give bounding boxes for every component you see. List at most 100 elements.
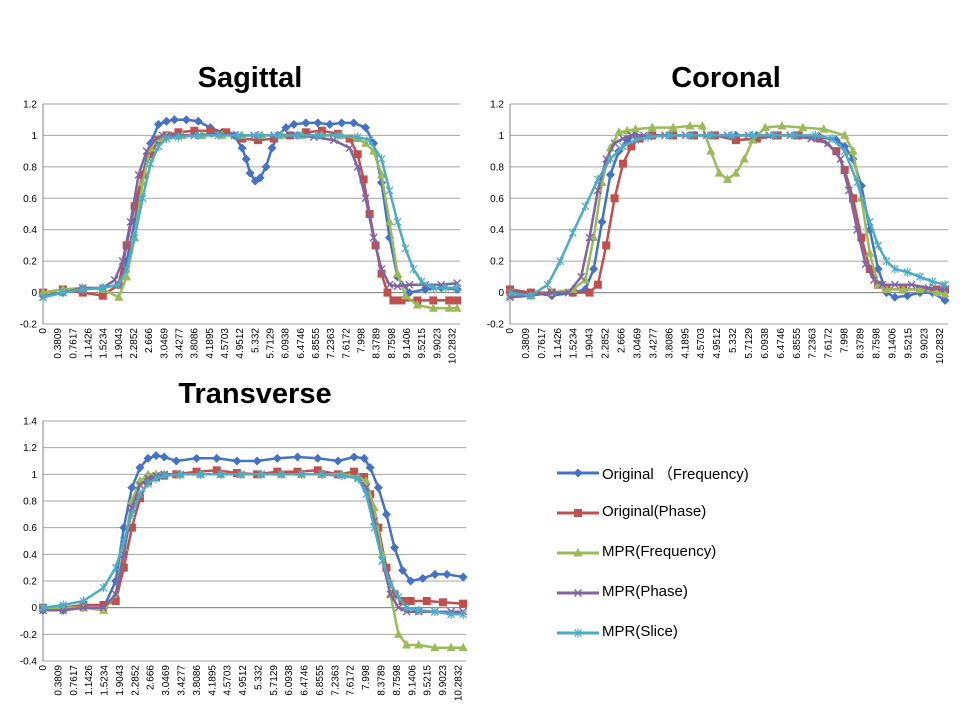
y-tick-label: 1.2 <box>23 443 37 454</box>
data-point <box>293 467 302 476</box>
data-point <box>585 233 594 242</box>
data-point <box>610 139 619 148</box>
data-point <box>389 296 398 305</box>
data-point <box>267 143 277 153</box>
data-point <box>190 126 199 135</box>
data-point <box>394 603 403 612</box>
data-point <box>353 162 362 171</box>
data-point <box>394 629 404 638</box>
data-point <box>146 159 155 169</box>
data-point <box>685 121 695 130</box>
y-tick-label: 1 <box>31 470 37 481</box>
data-point <box>99 605 109 614</box>
data-point <box>402 603 411 613</box>
data-point <box>212 453 222 463</box>
data-point <box>289 119 299 129</box>
x-tick-label: 1.5234 <box>569 328 580 359</box>
data-point <box>338 471 346 481</box>
data-point <box>865 248 875 257</box>
data-point <box>255 173 265 183</box>
x-tick-label: 9.9023 <box>432 328 443 359</box>
data-point <box>441 283 450 293</box>
data-point <box>297 469 306 479</box>
y-tick-label: 0.8 <box>23 162 37 173</box>
data-point <box>593 280 602 289</box>
data-point <box>152 473 161 483</box>
data-point <box>359 175 368 184</box>
data-point <box>272 453 282 463</box>
x-tick-label: 4.1895 <box>680 328 691 359</box>
data-point <box>907 280 916 289</box>
y-tick-label: 0.4 <box>23 550 37 561</box>
x-tick-label: 8.7598 <box>871 328 882 359</box>
x-tick-label: 1.1426 <box>84 328 95 359</box>
data-point <box>386 579 395 589</box>
data-point <box>393 282 402 291</box>
data-point <box>171 456 181 466</box>
x-tick-label: 0.7617 <box>68 328 79 359</box>
y-tick-label: 0.6 <box>23 194 37 205</box>
data-point <box>815 134 824 143</box>
data-point <box>409 264 418 274</box>
y-tick-label: 1.2 <box>490 100 504 111</box>
legend-marker <box>574 628 582 638</box>
series-line-mpr-phase <box>43 473 464 613</box>
data-point <box>193 116 203 126</box>
x-tick-label: 9.9023 <box>438 665 449 696</box>
data-point <box>138 170 147 179</box>
y-tick-label: 1.4 <box>23 417 37 428</box>
data-point <box>245 168 255 178</box>
data-point <box>429 296 438 305</box>
data-point <box>192 453 202 463</box>
x-tick-label: 6.8555 <box>792 328 803 359</box>
legend-item-mpr-frequency: MPR(Frequency) <box>556 542 816 582</box>
data-point <box>840 146 849 156</box>
data-point <box>430 607 439 617</box>
data-point <box>890 292 900 302</box>
x-tick-label: 1.9043 <box>114 328 125 359</box>
data-point <box>313 130 322 140</box>
x-tick-label: 3.4277 <box>175 328 186 359</box>
x-tick-label: 6.4746 <box>300 665 311 696</box>
x-tick-label: 2.666 <box>617 328 628 353</box>
data-point <box>585 288 594 297</box>
data-point <box>556 256 565 266</box>
series-line-original-frequency <box>43 454 464 612</box>
data-point <box>169 115 179 125</box>
data-point <box>254 136 263 145</box>
data-point <box>849 194 858 203</box>
x-tick-label: 4.9512 <box>712 328 723 359</box>
data-point <box>377 265 386 273</box>
x-tick-label: 3.8086 <box>190 328 201 359</box>
series-mpr-frequency <box>38 469 468 652</box>
data-point <box>581 201 590 211</box>
x-tick-label: 3.0469 <box>159 328 170 359</box>
series-mpr-slice <box>39 130 462 302</box>
sagittal-chart: -0.200.20.40.60.811.20 0.3809 0.7617 1.1426… <box>20 100 462 364</box>
x-tick-label: 4.5703 <box>696 328 707 359</box>
data-point <box>254 130 262 140</box>
data-point <box>865 265 874 273</box>
data-point <box>293 130 302 140</box>
data-point <box>618 159 627 168</box>
data-point <box>281 123 291 133</box>
y-tick-label: 0 <box>31 603 37 614</box>
data-point <box>365 135 374 145</box>
data-point <box>216 469 225 479</box>
data-point <box>58 288 67 298</box>
data-point <box>915 284 925 293</box>
data-point <box>401 244 410 254</box>
data-point <box>154 141 163 151</box>
data-point <box>350 467 359 476</box>
data-point <box>442 569 452 579</box>
data-point <box>293 452 303 462</box>
x-tick-label: 10.2832 <box>935 328 946 365</box>
data-point <box>79 596 88 606</box>
data-point <box>853 178 862 188</box>
data-point <box>99 583 108 593</box>
data-point <box>865 217 874 227</box>
x-tick-label: 7.2363 <box>330 665 341 696</box>
y-tick-label: 0.2 <box>490 257 504 268</box>
data-point <box>127 523 136 532</box>
data-point <box>114 292 124 301</box>
